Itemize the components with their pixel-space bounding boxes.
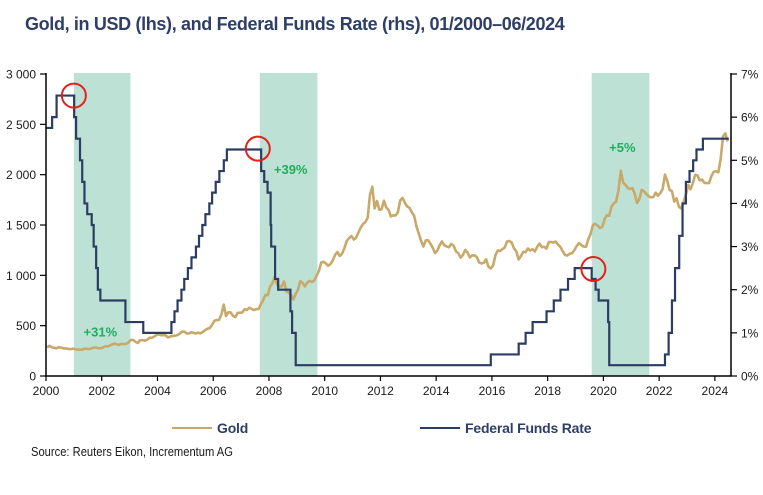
legend-label-gold: Gold [217,420,249,436]
shaded-period-2 [259,73,318,376]
y-right-tick-label: 2% [741,283,759,297]
y-right-tick-label: 6% [741,111,759,125]
x-tick-label: 2024 [702,384,729,398]
y-left-tick-label: 1 500 [6,219,36,233]
highlight-circle-1 [60,82,87,109]
x-tick-label: 2014 [423,384,450,398]
y-right-tick-label: 1% [741,326,759,340]
series-line-gold [46,132,729,352]
y-left-tick-label: 1 000 [6,269,36,283]
x-tick-label: 2016 [479,384,506,398]
y-right-tick-label: 4% [741,197,759,211]
y-left-tick-label: 500 [16,319,36,333]
x-tick-label: 2004 [144,384,171,398]
chart-title: Gold, in USD (lhs), and Federal Funds Ra… [25,14,565,34]
x-tick-label: 2012 [367,384,394,398]
x-tick-label: 2002 [88,384,115,398]
legend-item-federal-funds-rate: Federal Funds Rate [420,419,592,437]
series-line-federal-funds-rate [46,94,729,367]
annotations: +31% +39% +5% [84,140,636,340]
annotation-label: +5% [609,140,636,155]
highlight-circle-3 [580,256,607,283]
x-tick-label: 2018 [534,384,561,398]
y-right-tick-label: 0% [741,370,759,384]
y-right-tick-label: 7% [741,68,759,82]
legend-swatch-federal-funds-rate [420,427,460,429]
x-tick-label: 2020 [590,384,617,398]
shaded-period-1 [73,73,131,376]
x-tick-label: 2006 [200,384,227,398]
x-tick-label: 2022 [646,384,673,398]
y-right-tick-label: 5% [741,154,759,168]
markers [60,82,607,283]
highlight-circle-2 [244,135,271,162]
series-lines [46,94,729,367]
y-left-tick-label: 2 500 [6,118,36,132]
shaded-period-3 [591,73,650,376]
y-left-tick-label: 2 000 [6,168,36,182]
ticks: 0 500 1 000 1 500 2 000 2 500 3 000 0% 1% 2% 3% 4% 5… [6,68,759,399]
y-left-tick-label: 0 [29,370,36,384]
y-right-tick-label: 3% [741,240,759,254]
y-left-tick-label: 3 000 [6,68,36,82]
legend-swatch-gold [172,427,212,429]
source-note: Source: Reuters Eikon, Incrementum AG [31,444,233,459]
shaded-periods [73,73,650,376]
x-tick-label: 2000 [33,384,60,398]
annotation-label: +31% [84,325,118,340]
annotation-label: +39% [274,162,308,177]
legend-item-gold: Gold [172,419,248,437]
x-tick-label: 2010 [311,384,338,398]
x-tick-label: 2008 [256,384,283,398]
legend-label-federal-funds-rate: Federal Funds Rate [465,420,592,436]
